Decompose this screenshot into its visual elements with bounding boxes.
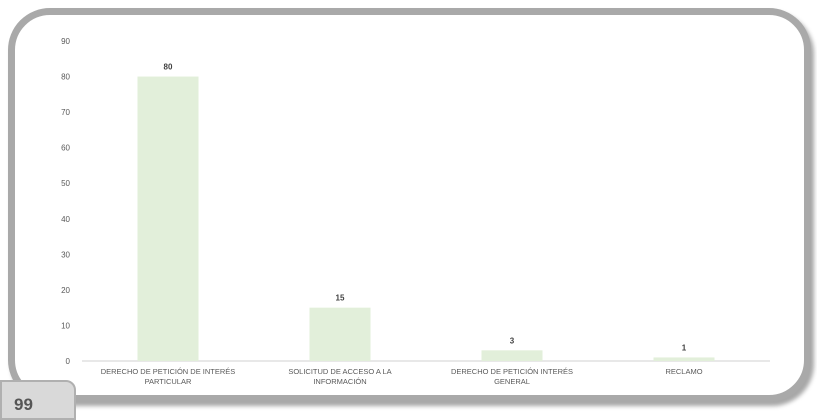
x-tick-label: RECLAMO <box>665 367 702 376</box>
x-tick-label: INFORMACIÓN <box>313 377 366 386</box>
data-label: 1 <box>682 343 687 352</box>
y-tick-label: 30 <box>61 250 70 259</box>
data-label: 80 <box>164 63 173 72</box>
y-tick-label: 70 <box>61 108 70 117</box>
bar <box>137 76 199 362</box>
y-tick-label: 90 <box>61 37 70 46</box>
bar <box>309 307 371 361</box>
y-tick-label: 50 <box>61 179 70 188</box>
bar <box>653 357 715 361</box>
x-tick-label: SOLICITUD DE ACCESO A LA <box>288 367 391 376</box>
x-tick-label: PARTICULAR <box>145 377 192 386</box>
y-tick-label: 0 <box>66 357 71 366</box>
x-tick-label: GENERAL <box>494 377 530 386</box>
data-label: 15 <box>336 294 345 303</box>
data-label: 3 <box>510 336 515 345</box>
y-tick-label: 80 <box>61 73 70 82</box>
y-tick-label: 40 <box>61 215 70 224</box>
y-tick-label: 60 <box>61 144 70 153</box>
x-tick-label: DERECHO DE PETICIÓN DE INTERÉS <box>101 367 236 376</box>
bar <box>481 350 543 361</box>
page-number-tab: 99 <box>0 380 76 420</box>
page-number: 99 <box>14 395 33 414</box>
y-tick-label: 20 <box>61 286 70 295</box>
y-tick-label: 10 <box>61 321 70 330</box>
x-tick-label: DERECHO DE PETICIÓN INTERÉS <box>451 367 573 376</box>
